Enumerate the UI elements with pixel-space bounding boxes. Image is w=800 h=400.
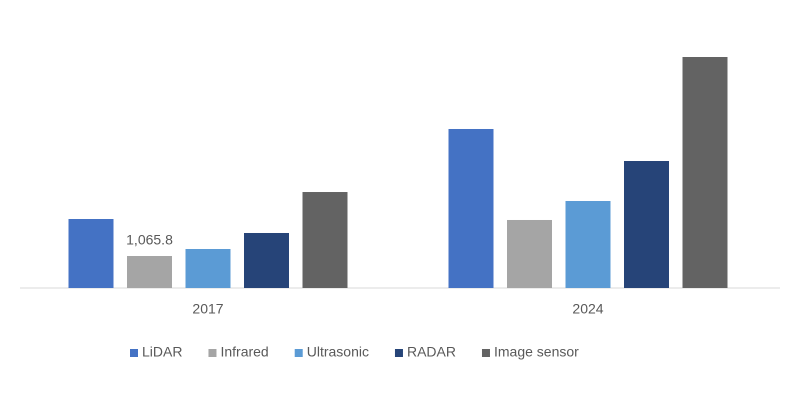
bar [624,161,669,288]
legend-label: Image sensor [494,344,579,360]
legend-label: Ultrasonic [307,344,369,360]
legend-swatch [481,349,490,357]
legend-label: Infrared [220,344,268,360]
bar [244,232,289,288]
bar [507,219,552,288]
legend-swatch [208,349,217,357]
x-tick-label: 2024 [572,301,603,317]
bar [302,192,348,288]
legend-swatch [130,349,138,357]
bar [68,219,114,288]
data-label: 1,065.8 [126,232,173,248]
legend-label: RADAR [407,344,456,360]
legend-label: LiDAR [142,344,182,360]
bar [448,128,494,288]
legend-swatch [394,349,403,357]
bar [127,256,172,288]
bar [565,200,611,288]
legend-swatch [294,349,303,357]
bar [682,57,728,288]
x-tick-label: 2017 [192,301,223,317]
bar [185,248,231,288]
